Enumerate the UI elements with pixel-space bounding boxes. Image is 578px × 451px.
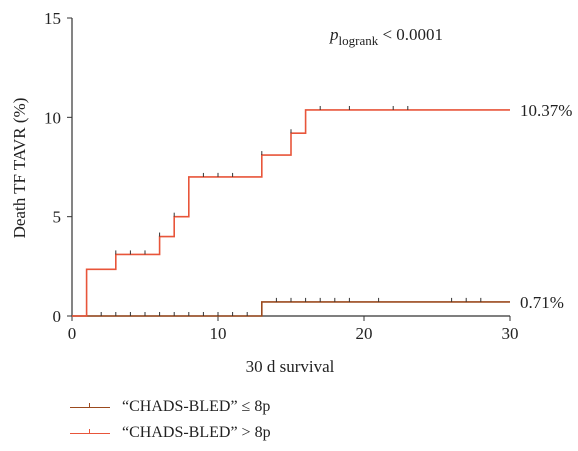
p-value: < 0.0001 — [378, 25, 443, 44]
series-layer: 0.71% 10.37% — [72, 101, 572, 317]
x-tick-label: 10 — [210, 324, 227, 343]
y-tick-label: 15 — [44, 9, 61, 28]
end-label-0: 0.71% — [520, 293, 564, 312]
p-symbol: p — [329, 25, 339, 44]
p-value-annotation: plogrank < 0.0001 — [329, 25, 443, 48]
y-tick-label: 10 — [44, 108, 61, 127]
legend-label-high: “CHADS-BLED” > 8p — [122, 424, 271, 441]
y-axis-label: Death TF TAVR (%) — [10, 98, 29, 239]
y-tick-label: 5 — [53, 208, 62, 227]
series-line-1 — [72, 109, 510, 317]
p-subscript: logrank — [339, 33, 379, 48]
x-axis-label: 30 d survival — [246, 357, 335, 376]
x-tick-label: 0 — [68, 324, 77, 343]
legend-label-low: “CHADS-BLED” ≤ 8p — [122, 398, 271, 415]
legend-item-high: “CHADS-BLED” > 8p — [70, 424, 271, 442]
legend-swatch-high — [70, 428, 110, 438]
x-tick-label: 30 — [502, 324, 519, 343]
legend-item-low: “CHADS-BLED” ≤ 8p — [70, 398, 270, 416]
x-tick-label: 20 — [356, 324, 373, 343]
axes: 0 10 20 30 0 5 10 15 — [44, 9, 519, 343]
end-label-1: 10.37% — [520, 101, 572, 120]
y-tick-label: 0 — [53, 307, 62, 326]
legend-swatch-low — [70, 402, 110, 412]
series-line-0 — [72, 301, 510, 317]
